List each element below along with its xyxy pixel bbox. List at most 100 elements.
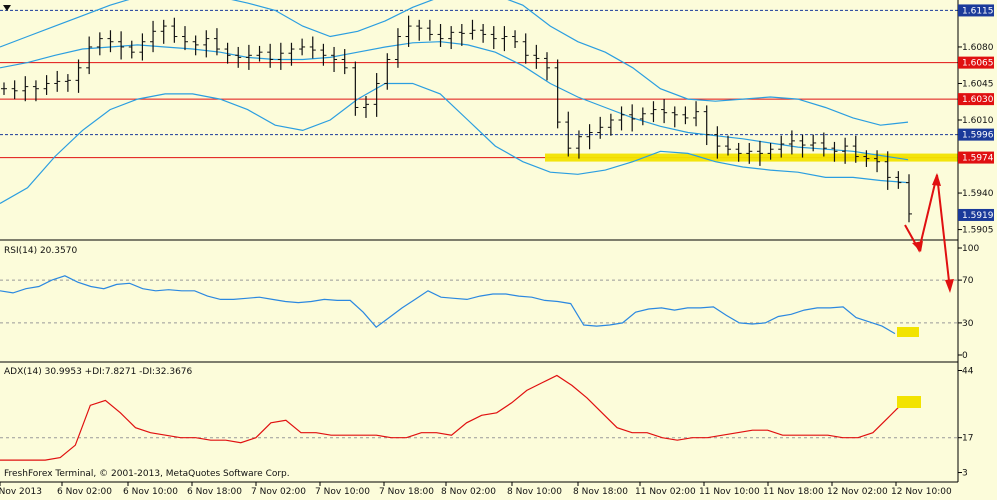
price-marker-label: 1.6115	[958, 4, 994, 16]
price-bar	[714, 126, 721, 159]
price-bar	[384, 53, 391, 90]
price-bar	[32, 80, 39, 102]
price-bar	[703, 105, 710, 146]
x-tick-label: 7 Nov 02:00	[251, 487, 306, 497]
price-bar	[437, 24, 444, 47]
price-bar	[778, 135, 785, 158]
price-marker-label: 1.5919	[958, 208, 994, 221]
adx-tick-label: 44	[962, 366, 974, 376]
price-marker-text: 1.6065	[962, 59, 994, 69]
price-bar	[842, 137, 849, 164]
price-marker-text: 1.5974	[962, 154, 994, 164]
price-bar	[799, 134, 806, 158]
x-tick-label: 8 Nov 10:00	[507, 487, 562, 497]
price-bar	[363, 96, 369, 118]
x-tick-label: 6 Nov 10:00	[123, 487, 178, 497]
adx-panel	[0, 374, 958, 461]
adx-tick-label: 17	[962, 434, 973, 444]
price-bar	[831, 141, 838, 162]
adx-title: ADX(14) 30.9953 +DI:7.8271 -DI:32.3676	[4, 367, 193, 377]
x-tick-label: 11 Nov 10:00	[699, 487, 760, 497]
price-marker-text: 1.5996	[962, 131, 994, 141]
price-tick-label: 1.6045	[962, 79, 994, 89]
price-bar	[192, 35, 199, 56]
adx-tick-label: 3	[962, 469, 968, 479]
rsi-title: RSI(14) 20.3570	[4, 246, 77, 256]
price-marker-label: 1.6030	[958, 93, 994, 106]
price-bar	[490, 26, 497, 50]
rsi-panel	[0, 275, 958, 335]
x-tick-label: 11 Nov 02:00	[635, 487, 696, 497]
rsi-line	[0, 275, 896, 335]
adx-line	[0, 374, 904, 461]
price-bar	[320, 43, 327, 66]
price-bar	[182, 26, 188, 51]
x-tick-label: 12 Nov 02:00	[827, 487, 888, 497]
price-bar	[43, 75, 50, 95]
price-bar	[22, 76, 29, 102]
x-tick-label: 6 Nov 18:00	[187, 487, 242, 497]
price-marker-text: 1.6030	[962, 95, 994, 105]
arrow-head-2	[932, 173, 941, 186]
chart-menu-triangle-icon[interactable]	[3, 5, 11, 11]
price-bar	[1, 82, 7, 95]
price-tick-label: 1.5905	[962, 226, 994, 236]
price-bar	[884, 151, 891, 190]
x-tick-label: 6 Nov 02:00	[57, 487, 112, 497]
x-tick-label: 7 Nov 18:00	[379, 487, 434, 497]
price-bar	[128, 40, 135, 59]
price-bar	[224, 42, 231, 64]
adx-highlight-marker	[897, 396, 921, 408]
x-tick-label: 11 Nov 18:00	[763, 487, 824, 497]
price-bar	[756, 140, 763, 166]
price-bar	[522, 33, 529, 64]
price-bar	[352, 61, 359, 116]
price-bar	[565, 111, 572, 157]
price-bar	[575, 130, 582, 159]
price-bar	[245, 44, 252, 70]
price-bar	[277, 42, 284, 70]
price-bar	[650, 101, 657, 123]
price-bar	[331, 46, 338, 72]
price-marker-label: 1.5974	[958, 151, 994, 164]
price-marker-text: 1.6115	[962, 6, 994, 16]
price-bar	[267, 43, 274, 68]
price-bar	[64, 74, 71, 92]
forecast-zigzag-arrow	[904, 174, 951, 291]
price-bar	[11, 80, 18, 100]
price-marker-text: 1.5919	[962, 211, 994, 221]
price-bar	[788, 130, 795, 155]
price-bar	[448, 26, 455, 50]
price-bar	[725, 135, 731, 156]
price-bar	[118, 31, 125, 60]
price-bar	[405, 15, 412, 47]
y-axis: 1.6080 1.6045 1.6010 1.5940 1.5905 1.6115 1.60…	[958, 4, 994, 479]
forecast-arrows	[897, 173, 954, 408]
price-bar	[150, 20, 157, 53]
bollinger-middle-line	[0, 41, 909, 161]
price-bar	[469, 19, 476, 40]
rsi-highlight-marker	[897, 327, 919, 337]
support-highlight-band	[545, 153, 958, 162]
price-marker-label: 1.5996	[958, 128, 994, 141]
price-bar	[288, 42, 295, 66]
price-bar	[86, 36, 93, 75]
rsi-tick-label: 30	[962, 319, 974, 329]
price-bar	[895, 171, 902, 189]
price-bar	[213, 28, 220, 56]
arrow-head-1	[912, 241, 923, 252]
price-tick-label: 1.6080	[962, 43, 994, 53]
price-bar	[874, 150, 881, 173]
price-bar	[480, 24, 487, 43]
x-tick-label: 5 Nov 2013	[0, 487, 42, 497]
price-bar	[501, 26, 508, 52]
price-bar	[107, 30, 114, 53]
x-tick-label: 8 Nov 18:00	[573, 487, 628, 497]
price-bar	[160, 19, 167, 44]
price-bar	[394, 28, 401, 68]
x-tick-label: 8 Nov 02:00	[441, 487, 496, 497]
price-bar	[139, 33, 146, 61]
copyright-text: FreshForex Terminal, © 2001-2013, MetaQu…	[4, 469, 290, 479]
